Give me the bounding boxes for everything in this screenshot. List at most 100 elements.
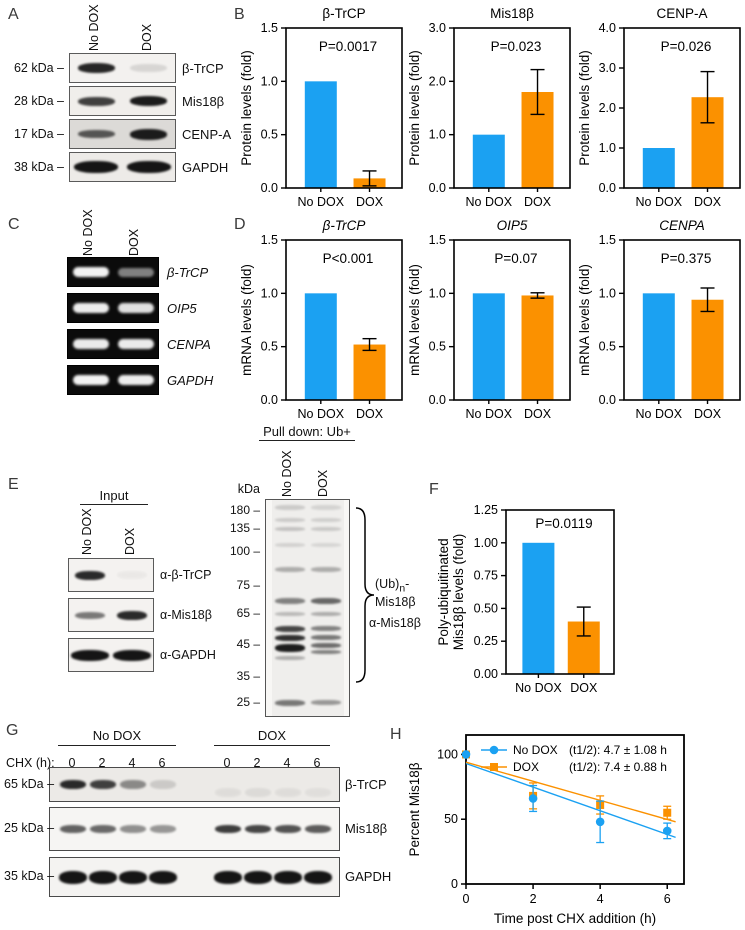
svg-text:0.0: 0.0 [429, 393, 446, 407]
lane-gap [178, 768, 213, 801]
svg-text:0.0: 0.0 [429, 181, 446, 195]
lane-gap [178, 858, 213, 896]
svg-text:DOX: DOX [356, 195, 384, 209]
svg-text:0.5: 0.5 [429, 340, 446, 354]
kda-label: 65 kDa – [4, 776, 55, 791]
svg-text:DOX: DOX [524, 195, 552, 209]
kda-label: 17 kDa – [13, 127, 64, 141]
lane-header-no-dox: No DOX [280, 450, 294, 497]
svg-text:0: 0 [451, 877, 458, 891]
blot-lane [303, 768, 333, 801]
ubiquitin-band [311, 566, 341, 572]
blot-band [130, 128, 168, 140]
blot-band [150, 825, 176, 833]
blot-lane [88, 858, 118, 896]
svg-text:0.25: 0.25 [474, 634, 498, 648]
gel-box [67, 293, 159, 323]
blot-band [117, 267, 154, 277]
lane-header-dox: DOX [316, 469, 330, 497]
svg-text:0.0: 0.0 [599, 393, 616, 407]
svg-text:0.75: 0.75 [474, 569, 498, 583]
svg-text:1.5: 1.5 [599, 233, 616, 247]
blot-band [126, 161, 171, 173]
svg-text:0.5: 0.5 [261, 128, 278, 142]
svg-text:Time post CHX addition (h): Time post CHX addition (h) [494, 911, 656, 926]
blot-row: 62 kDa – β-TrCP [6, 53, 231, 83]
svg-text:P=0.0017: P=0.0017 [319, 39, 377, 54]
svg-text:(t1/2): 7.4 ± 0.88 h: (t1/2): 7.4 ± 0.88 h [569, 760, 667, 774]
svg-text:Mis18β: Mis18β [490, 6, 534, 21]
gel-row: GAPDH [67, 365, 213, 395]
blot-band [117, 375, 154, 385]
gene-label: OIP5 [167, 300, 197, 316]
gel-lane [113, 294, 158, 322]
ubiquitin-band [311, 543, 341, 548]
group-header-dox: DOX [214, 728, 330, 746]
ubiquitin-band [275, 518, 305, 523]
svg-text:DOX: DOX [570, 681, 598, 695]
pulldown-header: Pull down: Ub+ [259, 424, 355, 441]
ubiquitin-band [275, 643, 305, 652]
blot-lane [69, 599, 111, 631]
svg-text:mRNA levels (fold): mRNA levels (fold) [240, 264, 254, 376]
svg-text:DOX: DOX [524, 407, 552, 421]
svg-text:2.0: 2.0 [599, 101, 616, 115]
blot-lane [111, 639, 153, 671]
blot-band [120, 780, 146, 789]
blot-band [77, 130, 115, 138]
input-header: Input [80, 488, 148, 505]
blot-box [69, 119, 176, 149]
blot-lane [213, 768, 243, 801]
blot-band [150, 780, 176, 789]
blot-band [75, 570, 105, 580]
ubiquitin-band [275, 566, 305, 572]
svg-text:No DOX: No DOX [466, 407, 513, 421]
blot-lane [111, 599, 153, 631]
panel-h-letter: H [390, 726, 402, 743]
svg-text:0.0: 0.0 [261, 393, 278, 407]
bar-chart-cenpa-protein: CENP-A Protein levels (fold) 0.0 1.0 2.0 3.0 4… [577, 4, 745, 221]
ubiquitin-band [311, 643, 341, 649]
blot-lane [118, 858, 148, 896]
chx-timepoint: 4 [128, 756, 136, 770]
lane-header-dox: DOX [123, 527, 137, 555]
gel-row: CENPA [67, 329, 213, 359]
blot-lane [273, 858, 303, 896]
blot-lane [213, 858, 243, 896]
blot-lane [148, 808, 178, 850]
input-blot-panel-e: α-β-TrCP α-Mis18β α-GAPDH [68, 558, 216, 678]
bar-chart-beta-trcp-protein: β-TrCP Protein levels (fold) 0.0 0.5 1.0 1.5 N… [239, 4, 408, 221]
bracket [355, 507, 375, 683]
panel-f-letter: F [429, 481, 439, 498]
svg-text:P=0.375: P=0.375 [661, 251, 712, 266]
svg-text:Poly-ubiquitinated: Poly-ubiquitinated [436, 538, 451, 645]
chx-label: CHX (h): [6, 756, 55, 770]
antibody-label: α-Mis18β [160, 608, 212, 622]
panel-d-letter: D [234, 216, 246, 233]
blot-band [245, 788, 271, 797]
rt-pcr-gel-panel-c: β-TrCP OIP5 CENPA GAPDH [67, 257, 213, 401]
blot-band [90, 825, 116, 833]
ladder-label: 100 – [229, 543, 260, 558]
svg-text:No DOX: No DOX [298, 195, 345, 209]
blot-band [274, 870, 302, 884]
ubiquitin-band [311, 650, 341, 655]
svg-text:2: 2 [530, 892, 537, 906]
blot-band [117, 610, 147, 620]
blot-band [120, 825, 146, 833]
blot-band [275, 825, 301, 833]
antibody-label: α-β-TrCP [160, 568, 212, 582]
svg-text:1.0: 1.0 [261, 286, 278, 300]
blot-lane [243, 858, 273, 896]
poly-ub-label-line1: (Ub)n- [375, 577, 416, 595]
svg-text:mRNA levels (fold): mRNA levels (fold) [408, 264, 422, 376]
svg-text:4.0: 4.0 [599, 21, 616, 35]
blot-band [275, 788, 301, 797]
blot-lane [303, 858, 333, 896]
panel-h: H 0 2 4 6 0 50 100 Percent Mis18β Time post CHX … [383, 722, 745, 930]
blot-lane [88, 768, 118, 801]
blot-band [130, 64, 168, 72]
chx-timepoint: 6 [158, 756, 166, 770]
blot-band [89, 870, 117, 884]
western-blot-box [49, 857, 340, 897]
